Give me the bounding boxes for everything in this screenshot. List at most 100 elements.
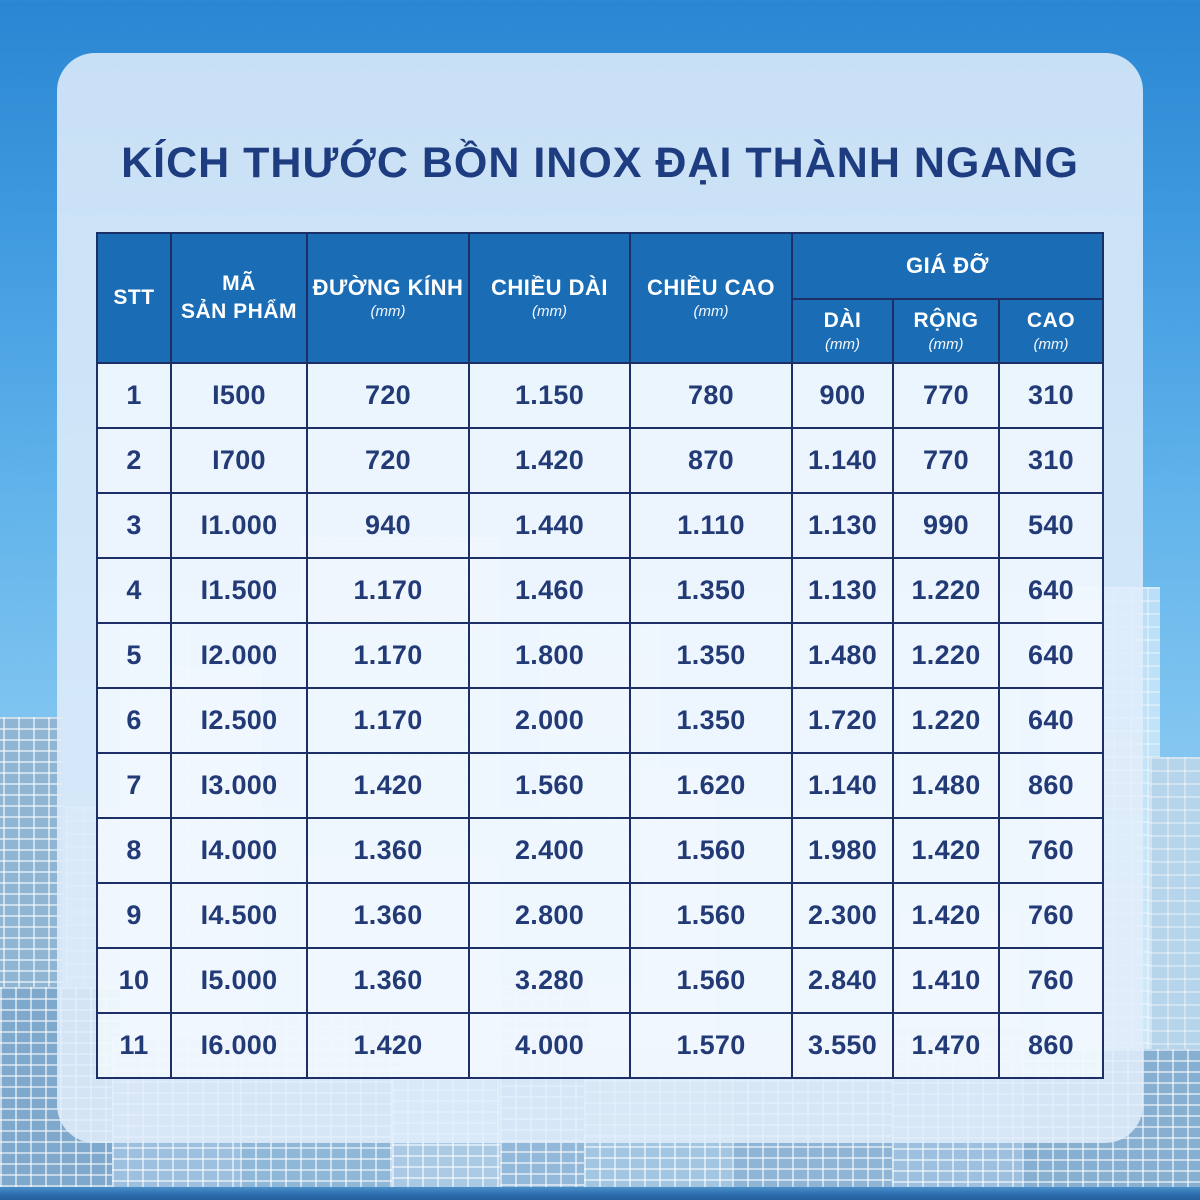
diameter-cell: 720 [306,362,470,429]
content-card: KÍCH THƯỚC BỒN INOX ĐẠI THÀNH NGANG STT … [57,53,1143,1143]
product-code-cell: I2.000 [170,622,308,689]
unit-label: (mm) [693,303,729,321]
bracket-width-cell: 1.480 [892,752,1000,819]
product-code-cell: I700 [170,427,308,494]
bracket-height-cell: 760 [998,817,1104,884]
row-index-cell: 11 [96,1012,172,1079]
header-label: RỘNG [913,308,979,332]
size-table: STT MÃ SẢN PHẨM ĐƯỜNG KÍNH (mm) [96,232,1104,1079]
product-code-cell: I500 [170,362,308,429]
page-title: KÍCH THƯỚC BỒN INOX ĐẠI THÀNH NGANG [121,139,1079,187]
bracket-length-cell: 1.140 [791,752,894,819]
header-cell-bracket-width: RỘNG (mm) [892,298,1000,364]
diameter-cell: 1.360 [306,817,470,884]
bracket-length-cell: 2.300 [791,882,894,949]
bracket-height-cell: 760 [998,882,1104,949]
bracket-length-cell: 2.840 [791,947,894,1014]
bracket-height-cell: 760 [998,947,1104,1014]
height-cell: 1.620 [629,752,793,819]
diameter-cell: 940 [306,492,470,559]
bracket-length-cell: 3.550 [791,1012,894,1079]
header-cell-stt: STT [96,232,172,364]
height-cell: 1.110 [629,492,793,559]
product-code-cell: I5.000 [170,947,308,1014]
table-body: 1 I500 720 1.150 780 900 770 310 2 I700 720 1.420 87… [96,362,1104,1079]
header-label: STT [113,285,155,309]
length-cell: 2.000 [468,687,631,754]
row-index-cell: 4 [96,557,172,624]
unit-label: (mm) [1033,336,1069,354]
height-cell: 1.560 [629,947,793,1014]
table-row: 9 I4.500 1.360 2.800 1.560 2.300 1.420 760 [96,882,1104,949]
table-row: 3 I1.000 940 1.440 1.110 1.130 990 540 [96,492,1104,559]
bracket-width-cell: 770 [892,427,1000,494]
diameter-cell: 1.360 [306,882,470,949]
bracket-length-cell: 1.140 [791,427,894,494]
diameter-cell: 1.170 [306,687,470,754]
diameter-cell: 1.170 [306,557,470,624]
header-cell-bracket-height: CAO (mm) [998,298,1104,364]
header-label: CHIỀU DÀI [491,274,608,300]
height-cell: 1.350 [629,557,793,624]
product-code-cell: I3.000 [170,752,308,819]
unit-label: (mm) [370,303,406,321]
bracket-width-cell: 990 [892,492,1000,559]
table-row: 11 I6.000 1.420 4.000 1.570 3.550 1.470 860 [96,1012,1104,1079]
header-label: DÀI [823,308,862,332]
header-cell-product-code: MÃ SẢN PHẨM [170,232,308,364]
unit-label: (mm) [825,336,860,354]
unit-label: (mm) [928,336,964,354]
header-label: SẢN PHẨM [180,299,297,323]
header-cell-height: CHIỀU CAO (mm) [629,232,793,364]
row-index-cell: 9 [96,882,172,949]
length-cell: 1.420 [468,427,631,494]
bracket-width-cell: 1.220 [892,557,1000,624]
bracket-length-cell: 1.720 [791,687,894,754]
diameter-cell: 1.420 [306,752,470,819]
header-cell-bracket-length: DÀI (mm) [791,298,894,364]
product-code-cell: I4.500 [170,882,308,949]
header-label: CHIỀU CAO [647,274,775,300]
row-index-cell: 1 [96,362,172,429]
header-cell-diameter: ĐƯỜNG KÍNH (mm) [306,232,470,364]
row-index-cell: 5 [96,622,172,689]
header-label: GIÁ ĐỠ [906,252,989,278]
header-cell-length: CHIỀU DÀI (mm) [468,232,631,364]
bracket-height-cell: 640 [998,687,1104,754]
bracket-length-cell: 1.980 [791,817,894,884]
bracket-length-cell: 1.130 [791,492,894,559]
diameter-cell: 1.420 [306,1012,470,1079]
unit-label: (mm) [532,303,567,321]
row-index-cell: 8 [96,817,172,884]
length-cell: 3.280 [468,947,631,1014]
bracket-height-cell: 640 [998,622,1104,689]
table-row: 1 I500 720 1.150 780 900 770 310 [96,362,1104,429]
table-row: 10 I5.000 1.360 3.280 1.560 2.840 1.410 760 [96,947,1104,1014]
bracket-length-cell: 1.480 [791,622,894,689]
bracket-length-cell: 1.130 [791,557,894,624]
row-index-cell: 7 [96,752,172,819]
bracket-width-cell: 1.220 [892,687,1000,754]
bracket-width-cell: 1.420 [892,882,1000,949]
bracket-height-cell: 640 [998,557,1104,624]
bracket-width-cell: 1.420 [892,817,1000,884]
bracket-width-cell: 1.410 [892,947,1000,1014]
height-cell: 1.560 [629,882,793,949]
header-label: CAO [1026,308,1076,332]
table-row: 4 I1.500 1.170 1.460 1.350 1.130 1.220 640 [96,557,1104,624]
product-code-cell: I1.500 [170,557,308,624]
table-row: 5 I2.000 1.170 1.800 1.350 1.480 1.220 640 [96,622,1104,689]
height-cell: 870 [629,427,793,494]
height-cell: 1.350 [629,687,793,754]
table-row: 6 I2.500 1.170 2.000 1.350 1.720 1.220 640 [96,687,1104,754]
length-cell: 1.150 [468,362,631,429]
product-code-cell: I6.000 [170,1012,308,1079]
diameter-cell: 720 [306,427,470,494]
product-code-cell: I2.500 [170,687,308,754]
length-cell: 2.800 [468,882,631,949]
bracket-height-cell: 860 [998,1012,1104,1079]
bracket-height-cell: 310 [998,362,1104,429]
length-cell: 2.400 [468,817,631,884]
length-cell: 4.000 [468,1012,631,1079]
height-cell: 1.560 [629,817,793,884]
